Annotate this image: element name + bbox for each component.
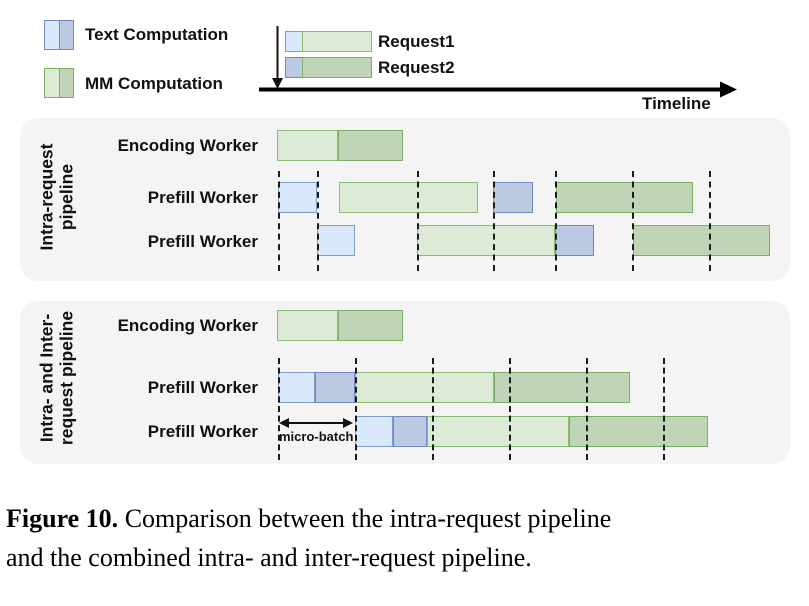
- worker-row-label: Prefill Worker: [147, 422, 258, 441]
- request1-mm-bar: [417, 225, 555, 256]
- mm-computation-label: MM Computation: [85, 74, 223, 93]
- request1-text-bar: [355, 416, 393, 447]
- request2-mm-bar: [338, 130, 403, 161]
- request2-mm-chip: [302, 57, 372, 78]
- timeline-dashed-gridline: [586, 358, 588, 460]
- timeline-dashed-gridline: [493, 171, 495, 271]
- request1-label: Request1: [378, 32, 455, 51]
- request2-mm-swatch: [58, 69, 73, 97]
- request1-mm-chip: [302, 31, 372, 52]
- request1-mm-bar: [277, 130, 338, 161]
- request1-mm-bar: [339, 182, 478, 213]
- timeline-dashed-gridline: [709, 171, 711, 271]
- timeline-dashed-gridline: [278, 171, 280, 271]
- request2-text-bar: [393, 416, 427, 447]
- request2-text-bar: [315, 372, 355, 403]
- request2-mm-bar: [633, 225, 770, 256]
- timeline-dashed-gridline: [278, 358, 280, 460]
- timeline-label: Timeline: [642, 94, 711, 113]
- request2-mm-bar: [494, 372, 630, 403]
- request1-mm-bar: [355, 372, 494, 403]
- request2-mm-bar: [556, 182, 693, 213]
- request2-text-bar: [555, 225, 594, 256]
- timeline-dashed-gridline: [663, 358, 665, 460]
- text-computation-label: Text Computation: [85, 25, 229, 44]
- request1-text-swatch: [45, 21, 59, 49]
- request1-text-bar: [278, 182, 317, 213]
- timeline-dashed-gridline: [355, 358, 357, 460]
- figure-caption-line1: Comparison between the intra-request pip…: [118, 504, 612, 533]
- request2-label: Request2: [378, 58, 455, 77]
- figure-caption-line2: and the combined intra- and inter-reques…: [6, 543, 532, 572]
- timeline-dashed-gridline: [632, 171, 634, 271]
- figure-caption-number: Figure 10.: [6, 504, 119, 533]
- worker-row-label: Prefill Worker: [147, 378, 258, 397]
- request1-mm-bar: [277, 310, 338, 341]
- worker-row-label: Prefill Worker: [147, 188, 258, 207]
- micro-batch-label: micro-batch: [279, 429, 354, 444]
- request2-mm-bar: [569, 416, 708, 447]
- request1-mm-swatch: [45, 69, 59, 97]
- text-computation-icon: [44, 20, 74, 50]
- timeline-dashed-gridline: [417, 171, 419, 271]
- timeline-dashed-gridline: [509, 358, 511, 460]
- worker-row-label: Encoding Worker: [117, 136, 258, 155]
- request1-mm-bar: [427, 416, 569, 447]
- request2-text-swatch: [58, 21, 73, 49]
- request1-text-bar: [278, 372, 315, 403]
- request2-mm-bar: [338, 310, 403, 341]
- request1-text-bar: [317, 225, 355, 256]
- timeline-dashed-gridline: [432, 358, 434, 460]
- timeline-dashed-gridline: [555, 171, 557, 271]
- worker-row-label: Encoding Worker: [117, 316, 258, 335]
- figure-caption: Figure 10. Comparison between the intra-…: [6, 499, 802, 577]
- mm-computation-icon: [44, 68, 74, 98]
- worker-row-label: Prefill Worker: [147, 232, 258, 251]
- timeline-dashed-gridline: [317, 171, 319, 271]
- request2-text-bar: [493, 182, 533, 213]
